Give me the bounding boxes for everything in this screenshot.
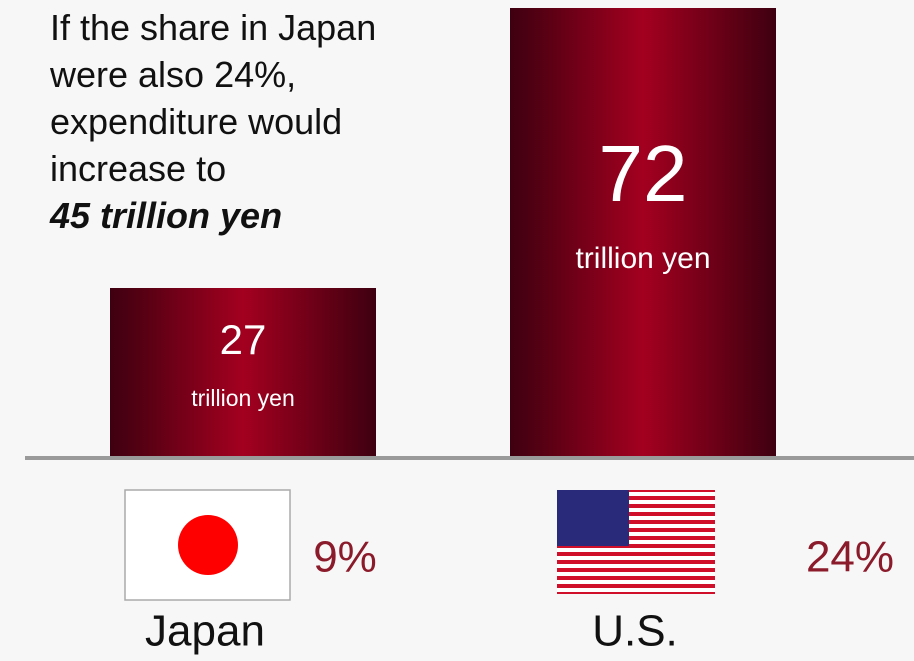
share-label: 9% — [313, 533, 377, 582]
bar-unit-label: trillion yen — [575, 242, 710, 275]
annotation-emphasis: 45 trillion yen — [50, 195, 283, 236]
share-label: 24% — [806, 533, 894, 582]
japan-flag — [124, 489, 291, 601]
bar — [510, 8, 776, 456]
annotation: If the share in Japan were also 24%, exp… — [50, 4, 390, 239]
category-label: Japan — [145, 607, 265, 656]
bar-unit-label: trillion yen — [191, 385, 295, 411]
bar-value-label: 27 — [220, 316, 267, 363]
us-flag — [557, 490, 715, 594]
bar-value-label: 72 — [599, 129, 688, 218]
bar — [110, 288, 376, 456]
annotation-text: If the share in Japan were also 24%, exp… — [50, 7, 377, 189]
category-label: U.S. — [592, 607, 678, 656]
